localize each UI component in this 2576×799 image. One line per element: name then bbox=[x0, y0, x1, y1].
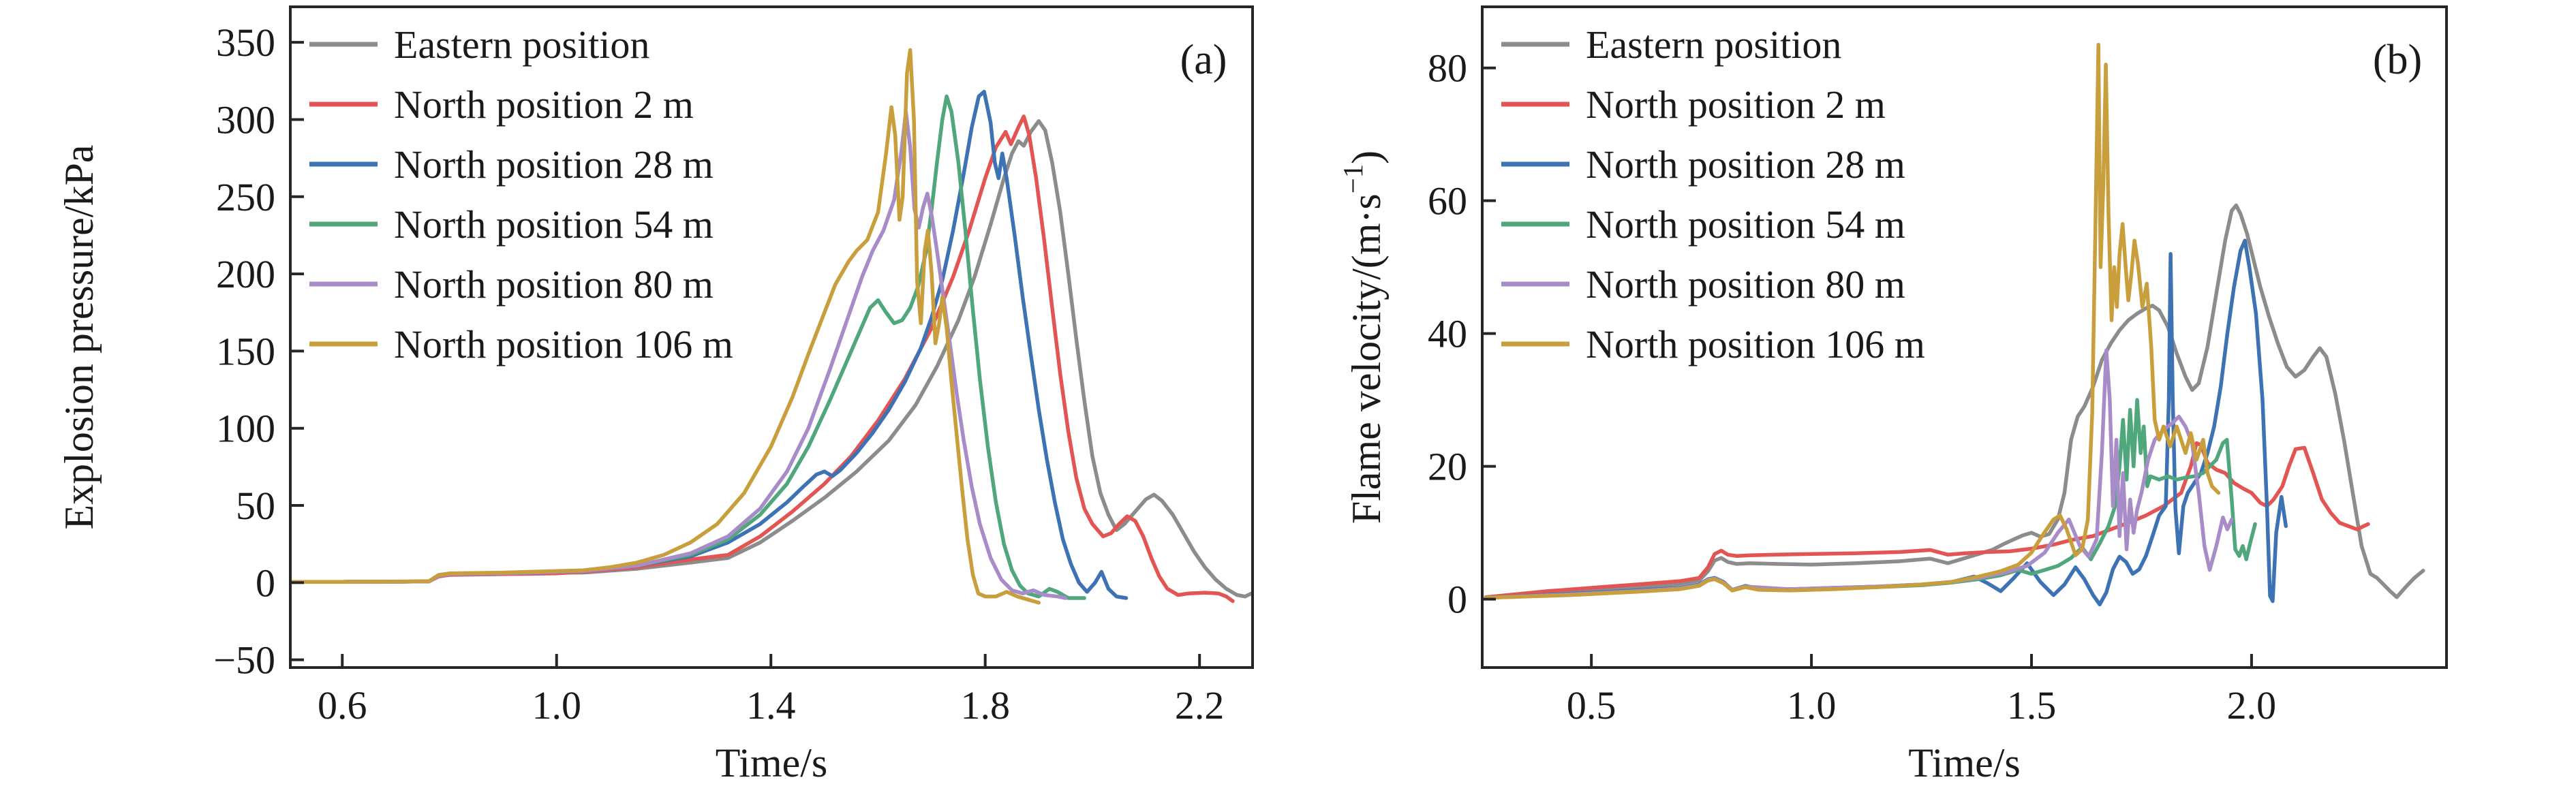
legend-label-north-position-2-m: North position 2 m bbox=[1586, 82, 1886, 127]
y-tick-label-b: 40 bbox=[1428, 312, 1467, 356]
legend-label-eastern-position: Eastern position bbox=[1586, 22, 1841, 67]
legend-item-north-position-80-m-b: North position 80 m bbox=[1501, 262, 1905, 307]
x-tick-label-a: 1.0 bbox=[532, 683, 581, 727]
legend-label-north-position-80-m: North position 80 m bbox=[1586, 262, 1905, 307]
chart-panel-b: 0.5 1.0 1.5 2.0 0 20 40 60 80 Time/s Flame velocit… bbox=[1338, 5, 2448, 785]
legend-label-north-position-28-m: North position 28 m bbox=[394, 142, 714, 187]
series-line-north-position-2-m-b bbox=[1484, 441, 2370, 599]
x-tick-label-b: 1.0 bbox=[1787, 683, 1837, 727]
legend-label-eastern-position: Eastern position bbox=[394, 22, 649, 67]
legend-item-north-position-28-m-a: North position 28 m bbox=[309, 142, 714, 187]
y-tick-label-b: 20 bbox=[1428, 445, 1467, 489]
legend-label-north-position-28-m: North position 28 m bbox=[1586, 142, 1905, 187]
legend-label-north-position-80-m: North position 80 m bbox=[394, 262, 714, 307]
series-line-eastern-position-b bbox=[1484, 203, 2425, 600]
legend-label-north-position-54-m: North position 54 m bbox=[394, 202, 714, 247]
legend-label-north-position-106-m: North position 106 m bbox=[394, 322, 733, 366]
x-axis-label-a: Time/s bbox=[716, 740, 828, 785]
legend-a: Eastern position North position 2 m North … bbox=[309, 22, 733, 366]
x-tick-label-b: 2.0 bbox=[2227, 683, 2277, 727]
chart-panel-a: 0.6 1.0 1.4 1.8 2.2 −50 0 50 100 150 200 250 300 350 T… bbox=[57, 5, 1254, 785]
legend-item-north-position-2-m-b: North position 2 m bbox=[1501, 82, 1886, 127]
y-tick-label-a: 250 bbox=[216, 175, 275, 219]
panel-tag-b: (b) bbox=[2373, 37, 2422, 83]
y-tick-label-a: 100 bbox=[216, 407, 275, 451]
legend-item-eastern-position-b: Eastern position bbox=[1501, 22, 1841, 67]
y-tick-label-a: 50 bbox=[236, 484, 275, 528]
y-tick-label-a: 150 bbox=[216, 329, 275, 373]
legend-item-north-position-2-m-a: North position 2 m bbox=[309, 82, 694, 127]
series-group-b bbox=[1484, 42, 2425, 607]
x-tick-label-b: 1.5 bbox=[2007, 683, 2057, 727]
legend-item-north-position-80-m-a: North position 80 m bbox=[309, 262, 714, 307]
y-tick-label-a: 350 bbox=[216, 20, 275, 65]
legend-item-north-position-54-m-b: North position 54 m bbox=[1501, 202, 1905, 247]
y-tick-label-b: 0 bbox=[1447, 578, 1467, 622]
x-tick-label-b: 0.5 bbox=[1567, 683, 1616, 727]
x-tick-label-a: 1.8 bbox=[960, 683, 1010, 727]
legend-label-north-position-54-m: North position 54 m bbox=[1586, 202, 1905, 247]
y-tick-label-a: 300 bbox=[216, 97, 275, 142]
legend-item-north-position-54-m-a: North position 54 m bbox=[309, 202, 714, 247]
y-tick-label-b: 80 bbox=[1428, 46, 1467, 91]
legend-item-north-position-106-m-b: North position 106 m bbox=[1501, 322, 1925, 366]
x-tick-label-a: 2.2 bbox=[1175, 683, 1225, 727]
panel-tag-a: (a) bbox=[1180, 37, 1227, 83]
legend-item-eastern-position-a: Eastern position bbox=[309, 22, 649, 67]
y-tick-label-a: 200 bbox=[216, 252, 275, 296]
series-line-north-position-106-m-b bbox=[1484, 42, 2221, 600]
legend-label-north-position-2-m: North position 2 m bbox=[394, 82, 694, 127]
x-tick-label-a: 1.4 bbox=[746, 683, 796, 727]
legend-item-north-position-28-m-b: North position 28 m bbox=[1501, 142, 1905, 187]
x-tick-label-a: 0.6 bbox=[318, 683, 367, 727]
legend-item-north-position-106-m-a: North position 106 m bbox=[309, 322, 733, 366]
series-group-a bbox=[290, 48, 1253, 605]
plot-border-b bbox=[1481, 5, 2448, 669]
series-line-north-position-106-m-a bbox=[290, 48, 1041, 605]
legend-label-north-position-106-m: North position 106 m bbox=[1586, 322, 1925, 366]
legend-b: Eastern position North position 2 m North … bbox=[1501, 22, 1925, 366]
y-tick-label-b: 60 bbox=[1428, 179, 1467, 223]
y-axis-label-b: Flame velocity/(m·s−1) bbox=[1338, 151, 1389, 524]
y-tick-label-a: −50 bbox=[213, 638, 275, 683]
x-axis-label-b: Time/s bbox=[1908, 740, 2021, 785]
y-tick-label-a: 0 bbox=[256, 561, 275, 605]
y-axis-label-a: Explosion pressure/kPa bbox=[57, 145, 102, 530]
